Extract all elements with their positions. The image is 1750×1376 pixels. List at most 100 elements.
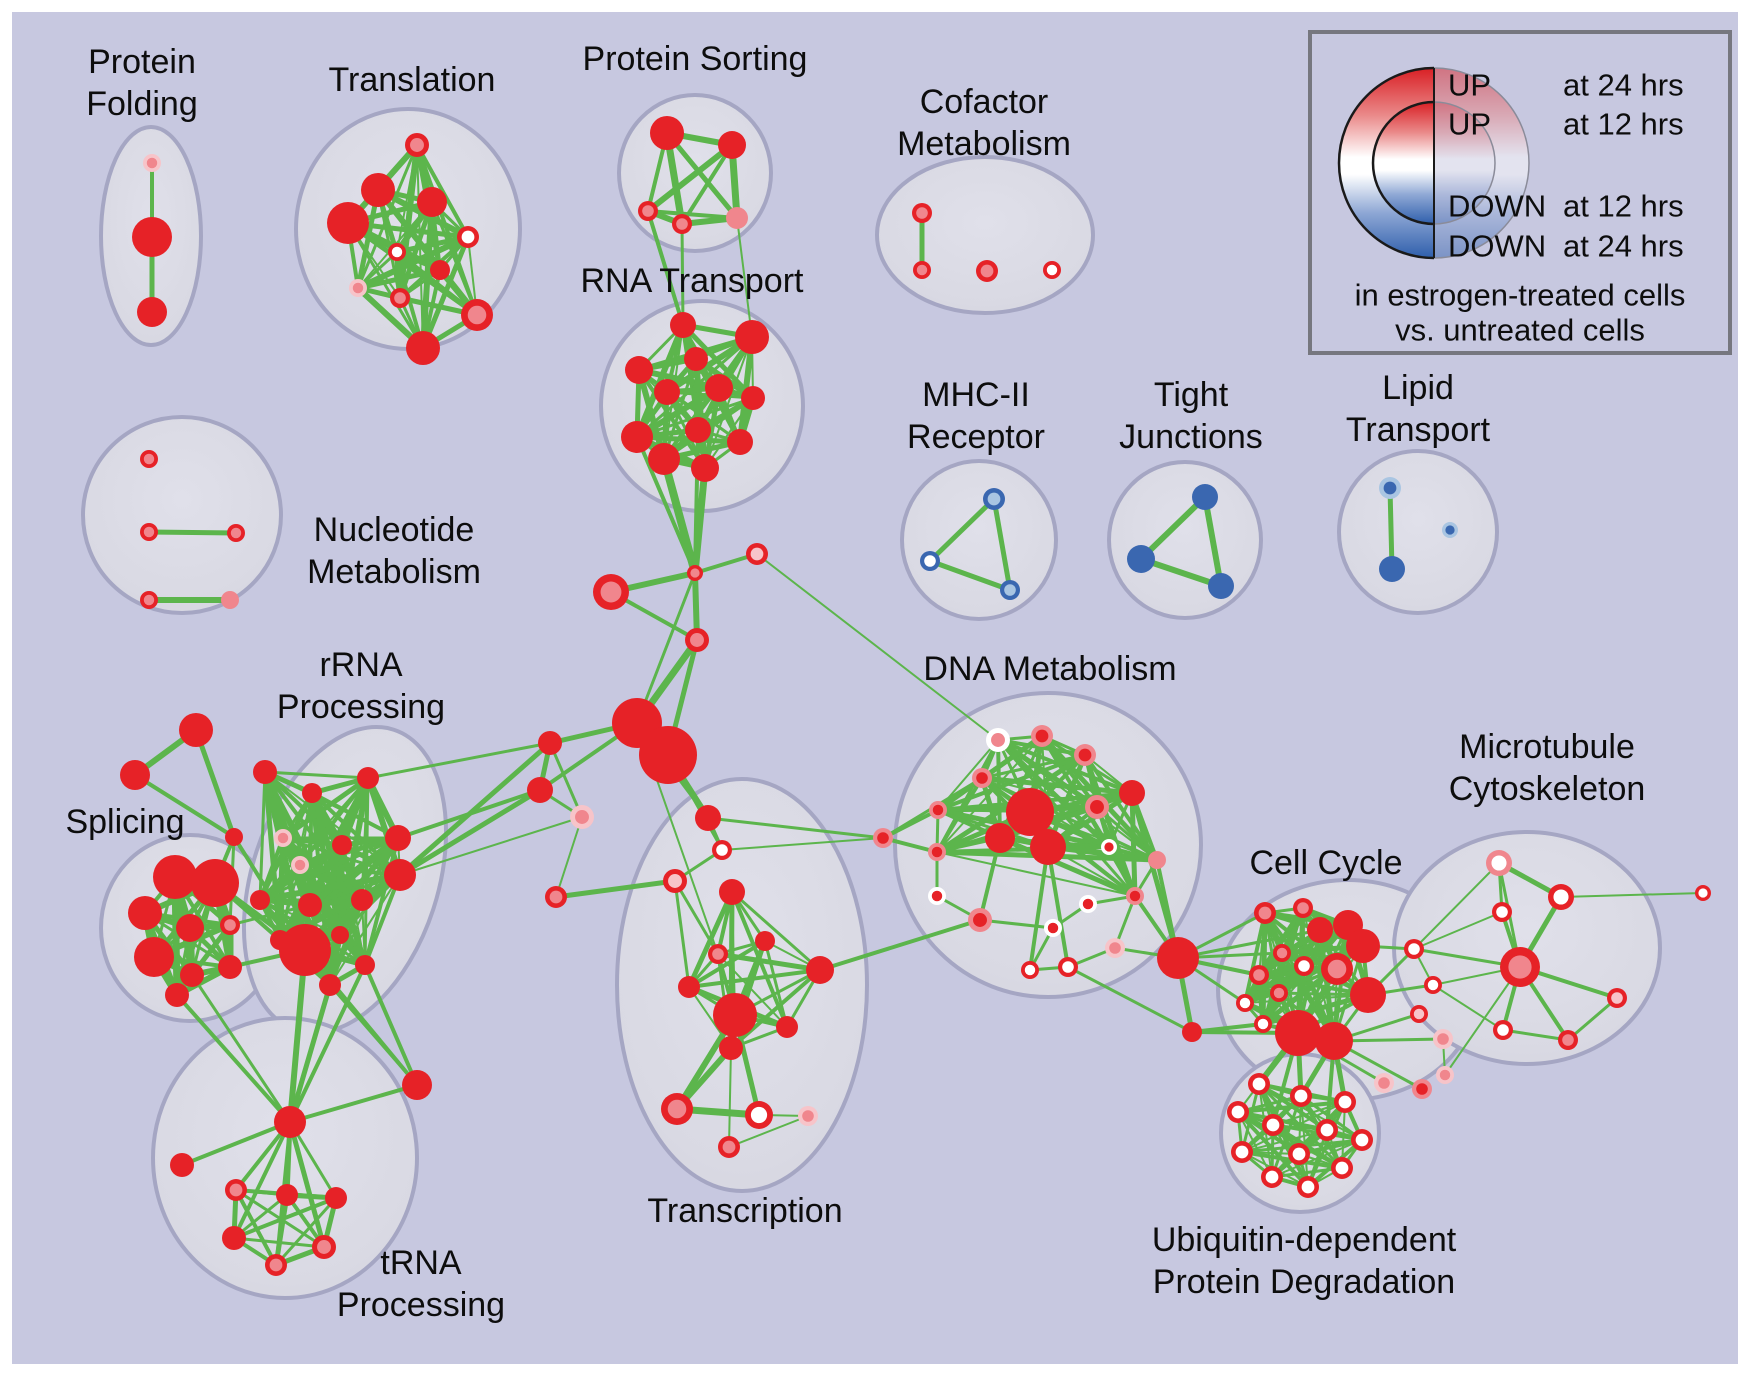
network-node: [1085, 795, 1109, 819]
network-node: [1294, 956, 1314, 976]
cluster-ellipse-nucleotide-metabolism: [81, 415, 283, 615]
node-ring: [1350, 977, 1386, 1013]
network-node: [1331, 1157, 1353, 1179]
cluster-label-protein-folding: Protein: [88, 43, 196, 81]
network-edge: [146, 529, 239, 536]
node-ring: [332, 835, 352, 855]
network-node: [920, 551, 940, 571]
node-ring: [274, 1106, 306, 1138]
node-core: [1046, 264, 1058, 276]
network-node: [678, 976, 700, 998]
network-node: [806, 956, 834, 984]
cluster-label-lipid-transport: Lipid: [1382, 369, 1454, 407]
network-node: [1031, 725, 1053, 747]
node-core: [1129, 890, 1141, 902]
network-node: [222, 1226, 246, 1250]
network-node: [417, 187, 447, 217]
network-edge: [1138, 556, 1224, 589]
node-core: [1294, 1089, 1308, 1103]
node-ring: [1192, 484, 1218, 510]
cluster-label-translation: Translation: [329, 61, 496, 99]
node-ring: [735, 320, 769, 354]
network-edge: [232, 1196, 338, 1240]
network-edge: [1244, 994, 1369, 1004]
node-ring: [1006, 788, 1054, 836]
cluster-label-rna-transport: RNA Transport: [581, 262, 805, 300]
cluster-label-splicing: Splicing: [65, 803, 184, 841]
node-ring: [1307, 917, 1333, 943]
network-edge: [646, 209, 685, 327]
node-core: [229, 1183, 243, 1197]
network-node: [1412, 1079, 1432, 1099]
network-node: [1101, 839, 1117, 855]
network-node: [1262, 1114, 1284, 1136]
network-node: [1231, 1141, 1253, 1163]
node-core: [1082, 898, 1094, 910]
network-node: [1334, 1091, 1356, 1113]
network-node: [390, 288, 410, 308]
node-core: [230, 527, 242, 539]
node-core: [1553, 889, 1569, 905]
network-edge: [717, 953, 788, 1028]
network-node: [1270, 984, 1288, 1002]
network-edge: [728, 1115, 809, 1148]
cluster-label-cofactor-metabolism: Cofactor: [920, 83, 1049, 121]
node-ring: [527, 777, 553, 803]
network-node: [654, 379, 680, 405]
node-ring: [1182, 1022, 1202, 1042]
node-ring: [1148, 851, 1166, 869]
network-node: [718, 1136, 740, 1158]
node-ring: [705, 374, 733, 402]
network-nodes: [120, 116, 1711, 1276]
network-edge: [555, 816, 583, 898]
node-ring: [1119, 780, 1145, 806]
network-edge: [365, 775, 403, 878]
network-node: [1079, 895, 1097, 913]
network-node: [1307, 917, 1333, 943]
node-core: [980, 264, 994, 278]
network-node: [355, 955, 375, 975]
network-node: [227, 524, 245, 542]
node-core: [1427, 979, 1439, 991]
network-edge: [997, 835, 1138, 899]
network-node: [176, 914, 204, 942]
cluster-ellipse-tight-junctions: [1107, 460, 1263, 620]
network-edge: [818, 918, 982, 972]
network-node: [873, 828, 893, 848]
node-core: [146, 157, 158, 169]
network-edge: [1271, 1139, 1363, 1178]
network-edge: [980, 776, 1159, 862]
cluster-label-trna-processing: tRNA: [380, 1244, 462, 1282]
legend-outer-left-arc: [1337, 66, 1435, 260]
node-core: [549, 890, 563, 904]
node-core: [932, 804, 944, 816]
network-edge: [687, 968, 822, 989]
node-ring: [406, 331, 440, 365]
node-ring: [402, 1070, 432, 1100]
legend-direction-label: UP: [1448, 107, 1491, 142]
network-edge: [1046, 845, 1070, 969]
node-core: [976, 772, 988, 784]
network-node: [746, 543, 768, 565]
node-ring: [678, 976, 700, 998]
network-edge: [328, 983, 419, 1087]
network-node: [327, 202, 369, 244]
cluster-label-mhc-ii-receptor: Receptor: [907, 418, 1045, 456]
node-core: [924, 555, 936, 567]
network-node: [1119, 780, 1145, 806]
network-node: [691, 454, 719, 482]
network-node: [718, 131, 746, 159]
network-node: [180, 963, 204, 987]
network-edge: [1237, 1111, 1273, 1178]
node-ring: [727, 429, 753, 455]
node-ring: [180, 963, 204, 987]
network-node: [220, 915, 240, 935]
network-node: [1350, 977, 1386, 1013]
network-node: [325, 1187, 347, 1209]
network-node: [170, 1153, 194, 1177]
node-core: [1004, 584, 1016, 596]
node-core: [676, 218, 688, 230]
node-ring: [191, 859, 239, 907]
network-node: [405, 133, 429, 157]
network-node: [1044, 919, 1062, 937]
